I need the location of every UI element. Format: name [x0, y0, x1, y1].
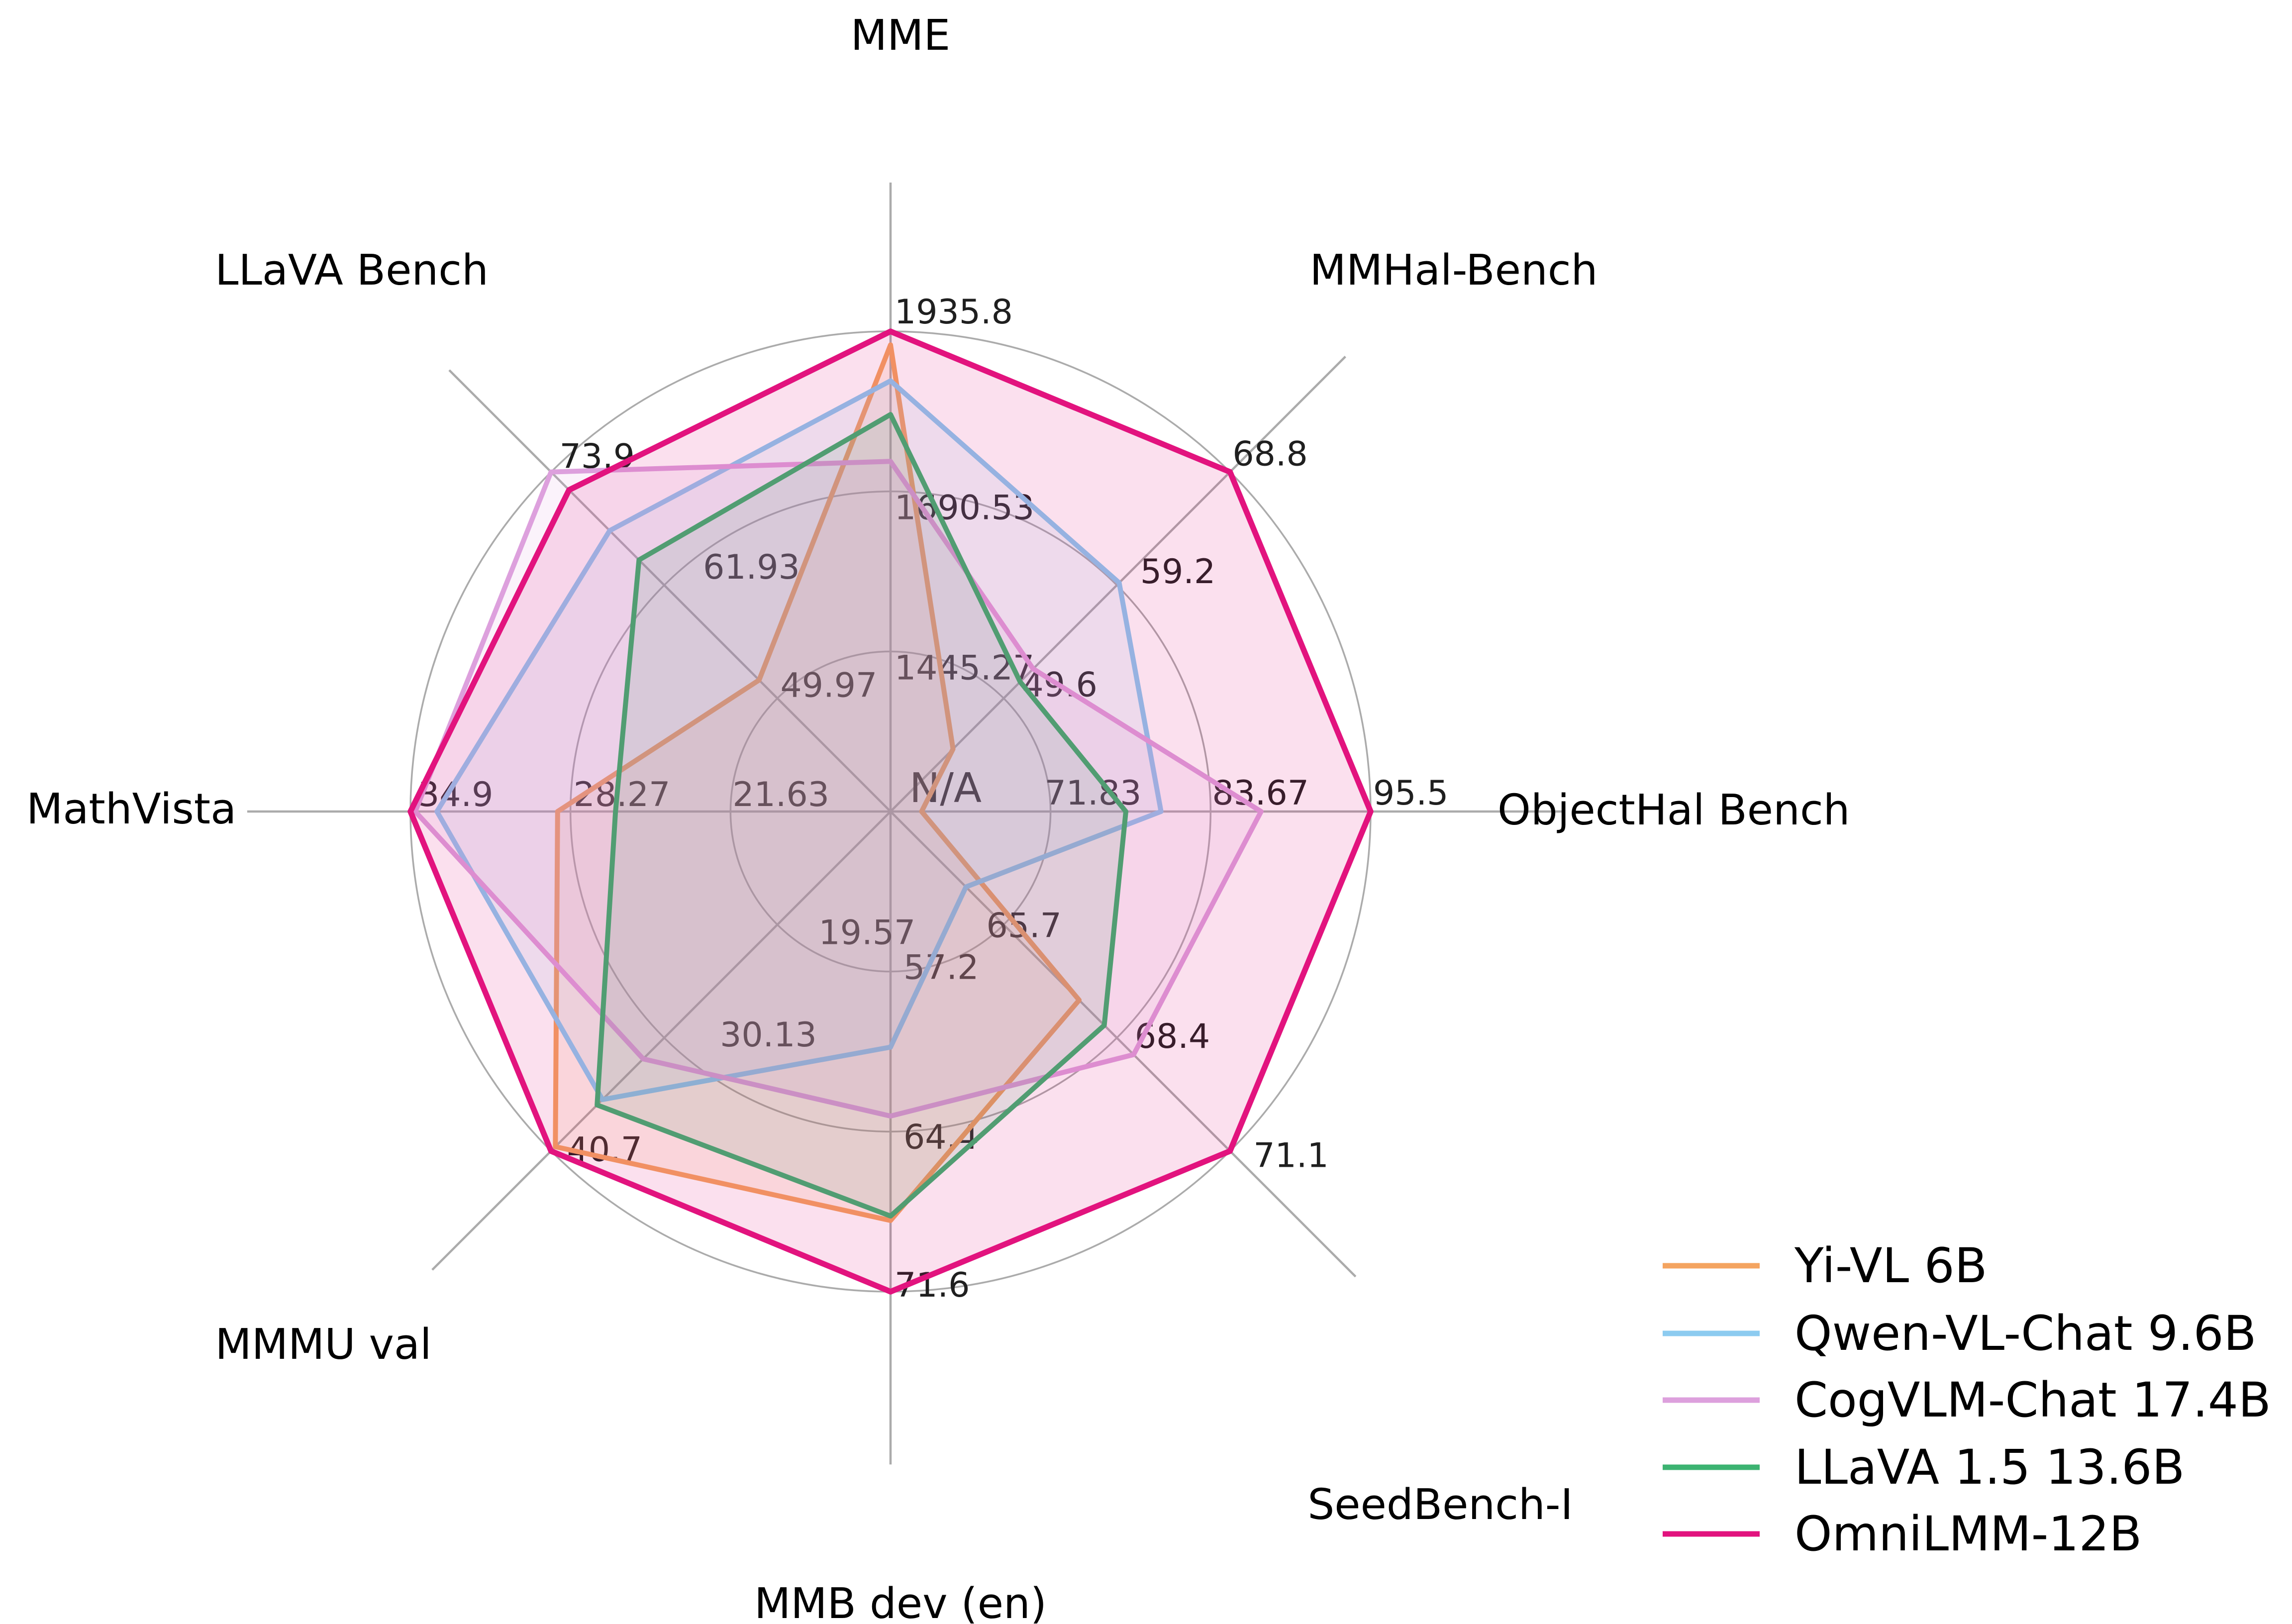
- legend-label-qwen-vl-chat-9-6b: Qwen-VL-Chat 9.6B: [1794, 1306, 2257, 1361]
- tick-label-seedbench-i-0: 71.1: [1253, 1136, 1328, 1175]
- legend-label-yi-vl-6b: Yi-VL 6B: [1794, 1238, 1988, 1294]
- grid-ring: [569, 490, 1212, 1133]
- series-polygon-cogvlm-chat-17-4b: [412, 459, 1264, 1119]
- center-na-label: N/A: [909, 765, 982, 812]
- axis-label-mmhal-bench: MMHal-Bench: [1309, 246, 1597, 295]
- tick-label-objecthal-bench-2: 71.83: [1045, 774, 1142, 813]
- category-labels-group: MME MMHal-Bench ObjectHal Bench SeedBench-I…: [26, 11, 1850, 1624]
- axis-label-mmb-dev-en: MMB dev (en): [754, 1579, 1047, 1624]
- axis-spoke-llava-bench: [448, 369, 892, 812]
- series-polygon-yi-vl-6b: [553, 342, 1082, 1223]
- tick-labels-group: 1935.81690.531445.2768.859.249.695.583.6…: [418, 293, 1448, 1305]
- series-polygon-omnilmm-12b: [407, 328, 1374, 1295]
- legend-group: Yi-VL 6B Qwen-VL-Chat 9.6B CogVLM-Chat 17.…: [1663, 1238, 2271, 1562]
- tick-label-mmmu-val-1: 30.13: [720, 1015, 817, 1055]
- legend-item-cogvlm-chat-17-4b: CogVLM-Chat 17.4B: [1663, 1372, 2271, 1428]
- series-polygon-qwen-vl-chat-9-6b: [434, 378, 1164, 1102]
- legend-item-omnilmm-12b: OmniLMM-12B: [1663, 1506, 2142, 1562]
- series-group: [407, 328, 1374, 1295]
- axis-label-seedbench-i: SeedBench-I: [1307, 1480, 1573, 1529]
- legend-item-qwen-vl-chat-9-6b: Qwen-VL-Chat 9.6B: [1663, 1306, 2257, 1361]
- axis-spoke-seedbench-i: [890, 811, 1357, 1278]
- legend-label-omnilmm-12b: OmniLMM-12B: [1794, 1506, 2142, 1562]
- axis-spoke-mmmu-val: [431, 811, 892, 1271]
- tick-label-mme-0: 1935.8: [895, 293, 1013, 332]
- tick-label-llava-bench-1: 61.93: [703, 548, 800, 587]
- legend-item-llava-1-5-13-6b: LLaVA 1.5 13.6B: [1663, 1439, 2185, 1495]
- tick-label-mathvista-1: 28.27: [574, 775, 671, 814]
- tick-label-seedbench-i-2: 65.7: [986, 906, 1061, 945]
- grid-ring: [729, 650, 1052, 973]
- series-polygon-llava-1-5-13-6b: [595, 412, 1128, 1219]
- axis-label-objecthal-bench: ObjectHal Bench: [1497, 786, 1850, 835]
- tick-label-mmhal-bench-0: 68.8: [1232, 435, 1307, 474]
- tick-label-mathvista-2: 21.63: [732, 775, 829, 814]
- legend-item-yi-vl-6b: Yi-VL 6B: [1663, 1238, 1988, 1294]
- tick-label-objecthal-bench-0: 95.5: [1373, 774, 1448, 813]
- tick-label-llava-bench-2: 49.97: [781, 666, 878, 706]
- tick-label-mmmu-val-2: 19.57: [819, 913, 916, 952]
- tick-label-mmb-dev-en-2: 57.2: [903, 948, 979, 988]
- axis-label-mmmu-val: MMMU val: [215, 1320, 431, 1369]
- axis-label-mme: MME: [851, 11, 950, 60]
- legend-label-llava-1-5-13-6b: LLaVA 1.5 13.6B: [1794, 1439, 2185, 1495]
- legend-label-cogvlm-chat-17-4b: CogVLM-Chat 17.4B: [1794, 1372, 2271, 1428]
- axis-label-llava-bench: LLaVA Bench: [215, 246, 489, 295]
- axis-label-mathvista: MathVista: [26, 785, 236, 834]
- tick-label-mmhal-bench-1: 59.2: [1140, 552, 1215, 592]
